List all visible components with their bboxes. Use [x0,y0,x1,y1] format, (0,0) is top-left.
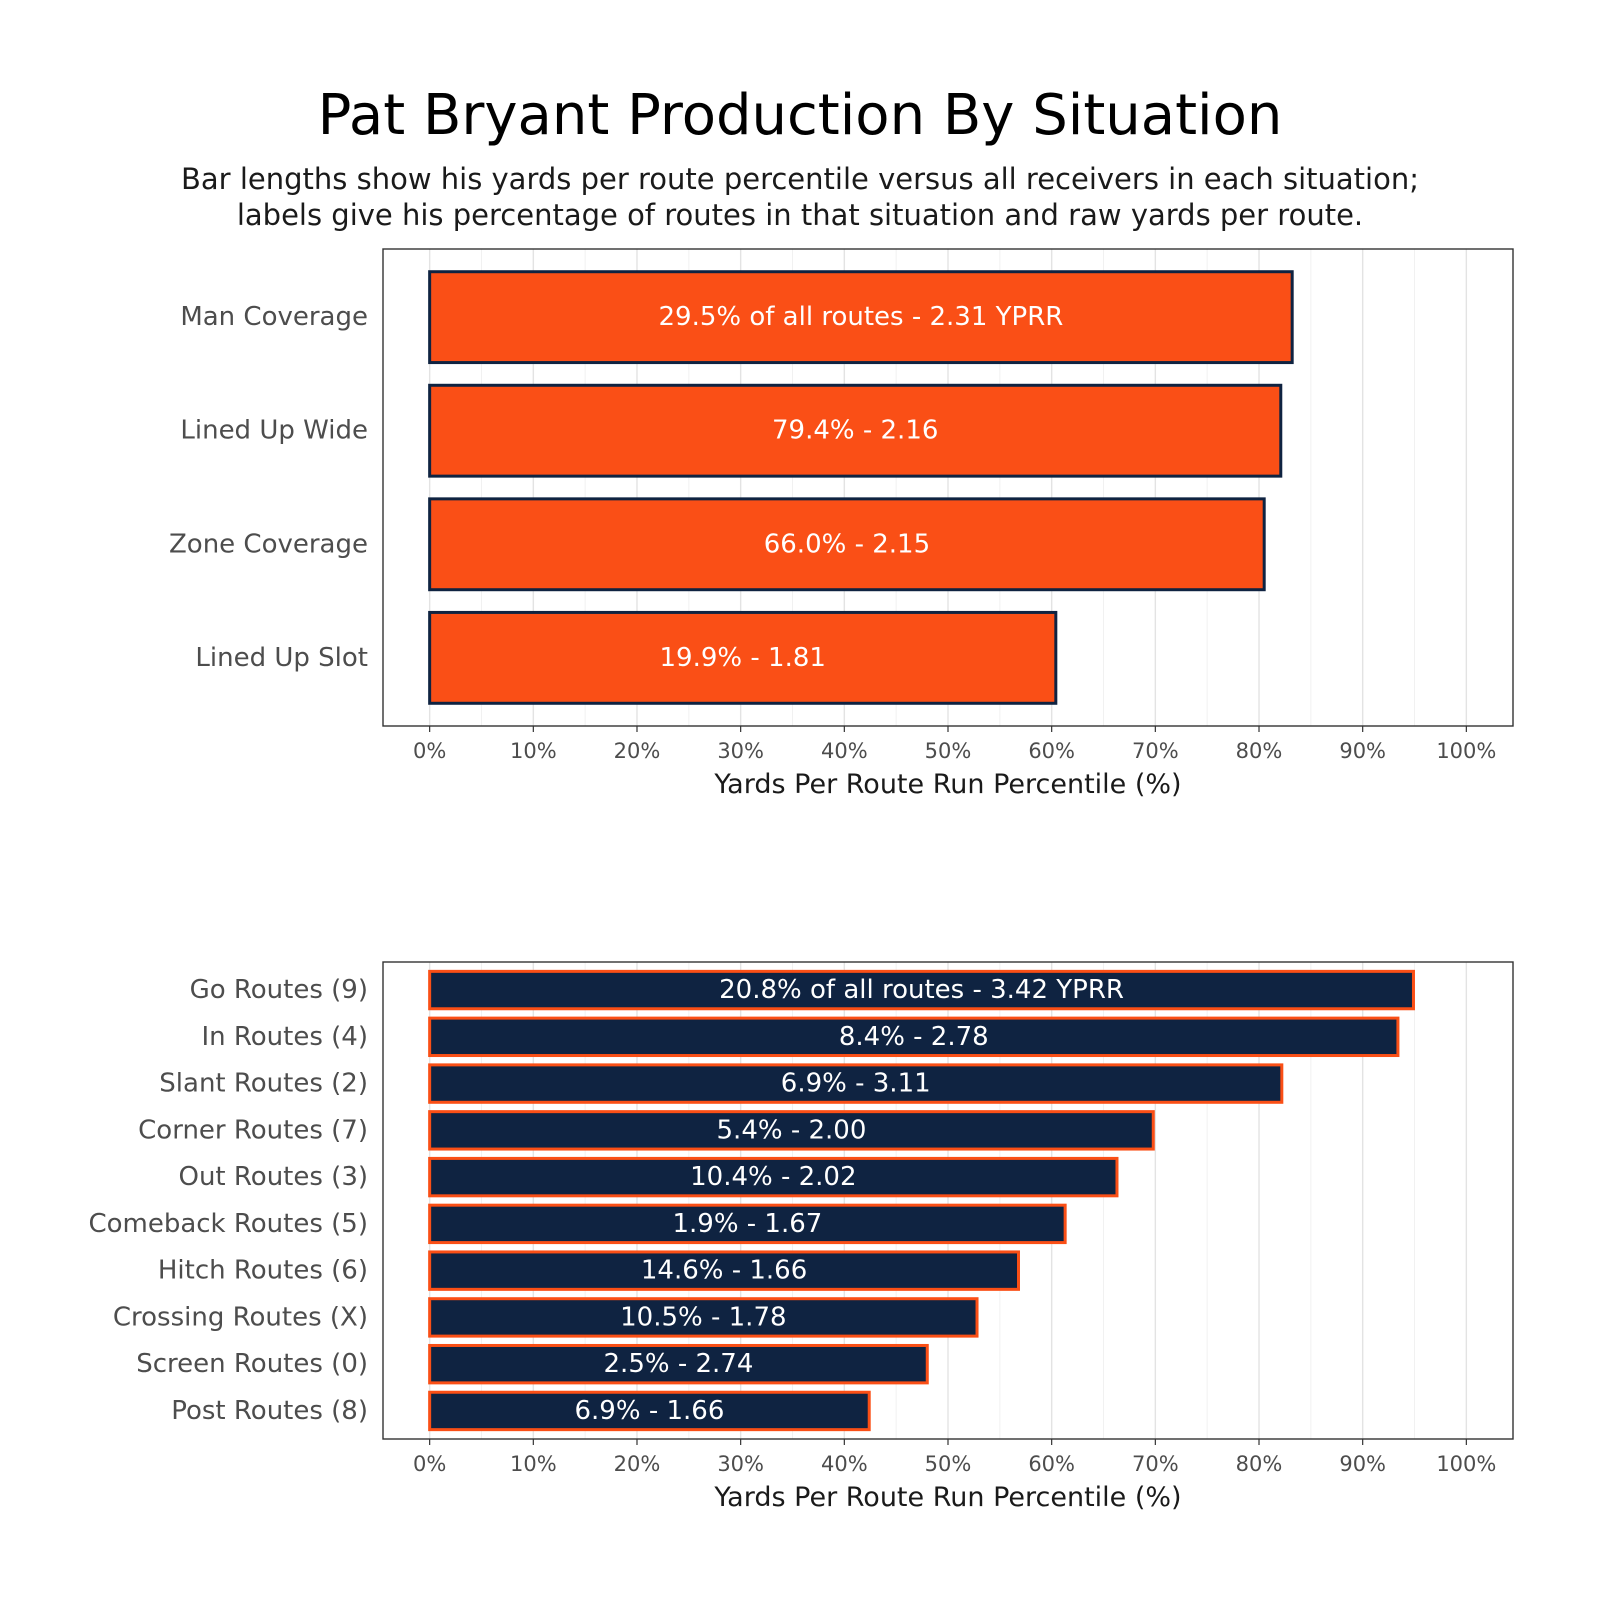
bar-value-label: 8.4% - 2.78 [839,1022,989,1052]
route-x-axis-title: Yards Per Route Run Percentile (%) [713,1482,1181,1513]
x-tick-label: 100% [1436,739,1496,763]
chart-subtitle-line-1: Bar lengths show his yards per route per… [181,162,1419,196]
bar [428,1156,1119,1198]
x-tick-label: 10% [510,1452,557,1476]
bar [428,497,1266,592]
category-label: Slant Routes (2) [159,1069,368,1099]
bar-value-label: 10.4% - 2.02 [690,1162,856,1192]
bar-value-label: 6.9% - 1.66 [575,1396,725,1426]
bar-value-label: 1.9% - 1.67 [672,1209,822,1239]
category-label: Lined Up Wide [180,416,368,446]
route-bars: 20.8% of all routes - 3.42 YPRR 8.4% - 2.… [428,969,1415,1432]
category-label: Lined Up Slot [195,643,368,673]
x-tick-label: 30% [717,739,764,763]
x-tick-label: 60% [1028,739,1075,763]
x-tick-label: 0% [413,739,446,763]
category-label: Corner Routes (7) [138,1115,368,1145]
x-tick-label: 0% [413,1452,446,1476]
x-tick-label: 80% [1236,1452,1283,1476]
x-tick-label: 60% [1028,1452,1075,1476]
bar-value-label: 66.0% - 2.15 [764,529,930,559]
situation-chart-panel: 29.5% of all routes - 2.31 YPRR 79.4% - 2… [169,248,1514,800]
bar [428,610,1058,705]
bar [428,1250,1020,1291]
x-tick-label: 100% [1436,1452,1496,1476]
bar-value-label: 20.8% of all routes - 3.42 YPRR [719,975,1124,1005]
x-tick-label: 30% [717,1452,764,1476]
situation-x-axis-title: Yards Per Route Run Percentile (%) [713,769,1181,800]
x-tick-label: 10% [510,739,557,763]
bar [428,969,1415,1011]
bar [428,1390,871,1432]
bar [428,383,1283,478]
category-label: Zone Coverage [169,529,368,559]
bar-value-label: 19.9% - 1.81 [660,643,826,673]
x-tick-label: 70% [1132,1452,1179,1476]
bar-value-label: 6.9% - 3.11 [781,1069,931,1099]
route-chart-panel: 20.8% of all routes - 3.42 YPRR 8.4% - 2.… [88,961,1514,1513]
x-tick-label: 20% [614,1452,661,1476]
x-tick-label: 90% [1339,739,1386,763]
bar-value-label: 14.6% - 1.66 [641,1256,807,1286]
x-tick-label: 90% [1339,1452,1386,1476]
bar [428,1203,1067,1245]
chart-title: Pat Bryant Production By Situation [318,83,1283,148]
x-tick-label: 50% [925,739,972,763]
bar [428,1063,1284,1104]
category-label: In Routes (4) [201,1022,368,1052]
x-tick-label: 40% [821,739,868,763]
bar-value-label: 2.5% - 2.74 [604,1349,754,1379]
bar-value-label: 29.5% of all routes - 2.31 YPRR [659,302,1064,332]
bar [428,1016,1400,1058]
category-label: Hitch Routes (6) [158,1256,368,1286]
bar [428,270,1294,365]
x-tick-label: 80% [1236,739,1283,763]
category-label: Out Routes (3) [178,1162,368,1192]
bar-value-label: 5.4% - 2.00 [717,1115,867,1145]
chart-subtitle-line-2: labels give his percentage of routes in … [237,198,1363,232]
category-label: Crossing Routes (X) [113,1302,368,1332]
bar [428,1297,979,1338]
x-tick-label: 20% [614,739,661,763]
x-tick-label: 40% [821,1452,868,1476]
x-tick-label: 70% [1132,739,1179,763]
x-tick-label: 50% [925,1452,972,1476]
bar-value-label: 10.5% - 1.78 [620,1302,786,1332]
category-label: Screen Routes (0) [136,1349,368,1379]
category-label: Go Routes (9) [190,975,368,1005]
bar [428,1343,929,1385]
category-label: Man Coverage [180,302,368,332]
category-label: Comeback Routes (5) [88,1209,368,1239]
route-x-axis: 0% 10% 20% 30% 40% 50% 60% 70% 80% 90% 100% [413,1439,1496,1476]
bar-value-label: 79.4% - 2.16 [772,416,938,446]
situation-x-axis: 0% 10% 20% 30% 40% 50% 60% 70% 80% 90% 100% [413,726,1496,763]
bar [428,1110,1155,1151]
category-label: Post Routes (8) [171,1396,368,1426]
situation-bars: 29.5% of all routes - 2.31 YPRR 79.4% - 2… [428,270,1294,705]
